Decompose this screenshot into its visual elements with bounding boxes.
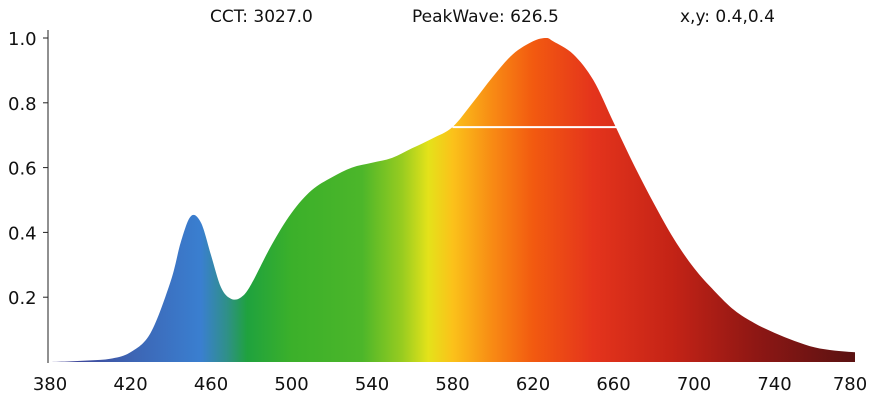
x-tick-label: 660 — [596, 374, 630, 394]
x-tick-label: 540 — [355, 374, 389, 394]
chromaticity-readout: x,y: 0.4,0.4 — [680, 7, 775, 27]
x-axis: 380 420 460 500 540 580 620 660 700 740 780 — [33, 374, 867, 394]
x-tick-label: 700 — [677, 374, 711, 394]
x-tick-label: 380 — [33, 374, 67, 394]
x-tick-label: 460 — [194, 374, 228, 394]
y-tick-label: 0.4 — [8, 223, 37, 244]
y-tick-label: 0.8 — [8, 94, 37, 115]
x-tick-label: 620 — [516, 374, 550, 394]
y-tick-label: 1.0 — [8, 29, 37, 50]
y-axis: 0.2 0.4 0.6 0.8 1.0 — [8, 29, 48, 309]
x-tick-label: 780 — [833, 374, 867, 394]
plot-area — [50, 38, 855, 362]
y-tick-label: 0.6 — [8, 159, 37, 180]
spectrum-area — [50, 38, 855, 362]
header-readouts: CCT: 3027.0 PeakWave: 626.5 x,y: 0.4,0.4 — [210, 7, 775, 27]
x-tick-label: 500 — [274, 374, 308, 394]
x-tick-label: 580 — [435, 374, 469, 394]
x-tick-label: 420 — [113, 374, 147, 394]
x-tick-label: 740 — [757, 374, 791, 394]
cct-readout: CCT: 3027.0 — [210, 7, 313, 27]
y-tick-label: 0.2 — [8, 288, 37, 309]
peak-wave-readout: PeakWave: 626.5 — [412, 7, 559, 27]
